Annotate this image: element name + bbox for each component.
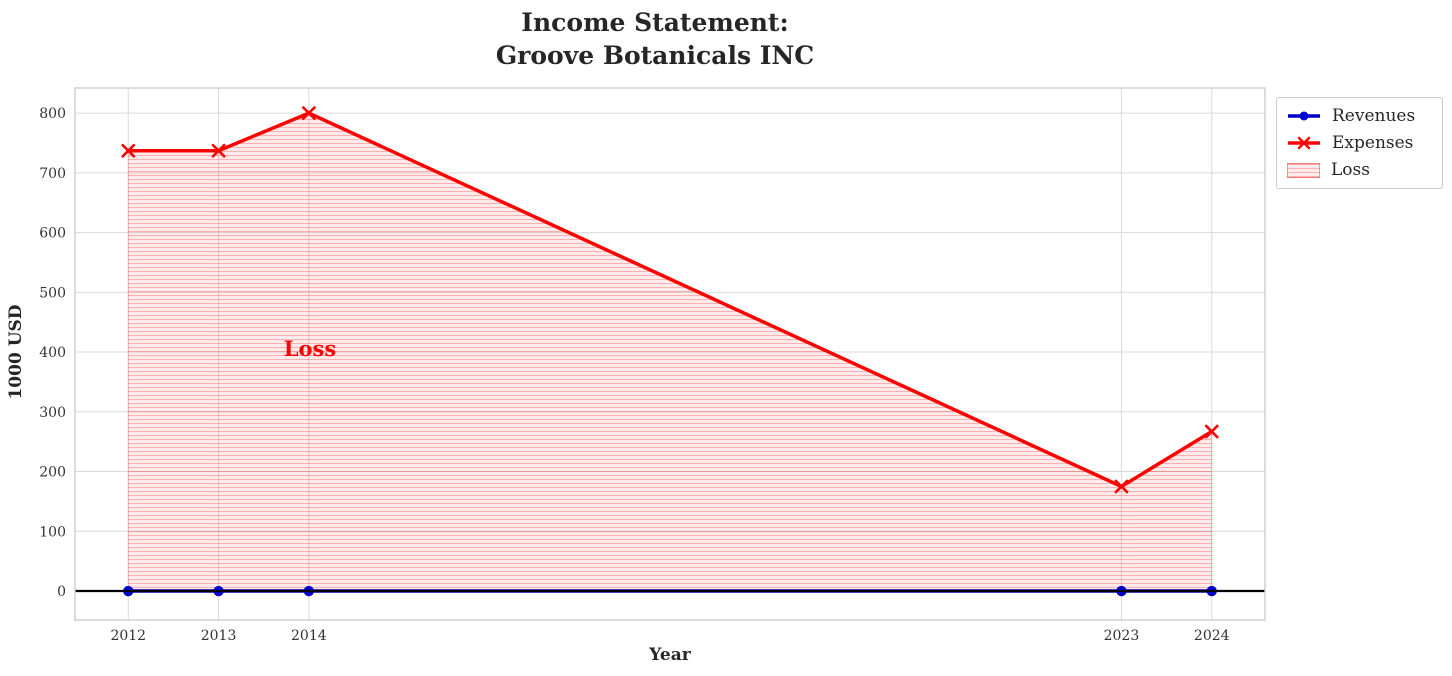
legend: Revenues Expenses Loss xyxy=(1276,97,1443,189)
expenses-swatch-x2 xyxy=(1297,136,1311,150)
expenses-marker xyxy=(301,106,316,120)
expenses-marker xyxy=(211,143,226,158)
plot-border xyxy=(74,87,1266,621)
legend-item-revenues: Revenues xyxy=(1287,106,1432,126)
legend-label-revenues: Revenues xyxy=(1332,106,1416,126)
revenues-swatch-marker xyxy=(1299,111,1309,121)
y-tick-label: 600 xyxy=(39,226,66,242)
y-tick-label: 700 xyxy=(39,166,66,182)
y-tick-label: 300 xyxy=(39,405,66,421)
y-tick-label: 200 xyxy=(39,465,66,481)
revenues-line-icon xyxy=(1288,111,1320,121)
x-tick-label: 2023 xyxy=(1104,628,1140,644)
y-tick-label: 400 xyxy=(39,345,66,361)
y-tick-label: 0 xyxy=(57,584,66,600)
loss-hatch-icon xyxy=(1287,162,1320,178)
x-axis-label: Year xyxy=(649,645,691,665)
expenses-marker xyxy=(1114,479,1129,494)
y-tick-label: 800 xyxy=(39,106,66,122)
x-tick-label: 2014 xyxy=(291,628,327,644)
legend-item-expenses: Expenses xyxy=(1287,133,1432,153)
x-tick-label: 2012 xyxy=(110,628,146,644)
loss-annotation: Loss xyxy=(283,336,337,361)
x-tick-label: 2024 xyxy=(1194,628,1230,644)
chart-title-line2: Groove Botanicals INC xyxy=(495,40,815,70)
expenses-marker xyxy=(1204,424,1219,439)
y-axis-label: 1000 USD xyxy=(6,304,26,400)
expenses-marker xyxy=(121,143,136,158)
expenses-line-icon xyxy=(1288,136,1320,150)
y-tick-label: 100 xyxy=(39,524,66,540)
y-tick-label: 500 xyxy=(39,285,66,301)
legend-label-loss: Loss xyxy=(1331,160,1370,180)
legend-item-loss: Loss xyxy=(1287,160,1432,180)
x-tick-label: 2013 xyxy=(201,628,237,644)
chart-title-line1: Income Statement: xyxy=(521,8,789,37)
chart-title: Income Statement: Groove Botanicals INC xyxy=(0,7,1310,72)
legend-label-expenses: Expenses xyxy=(1332,133,1414,153)
